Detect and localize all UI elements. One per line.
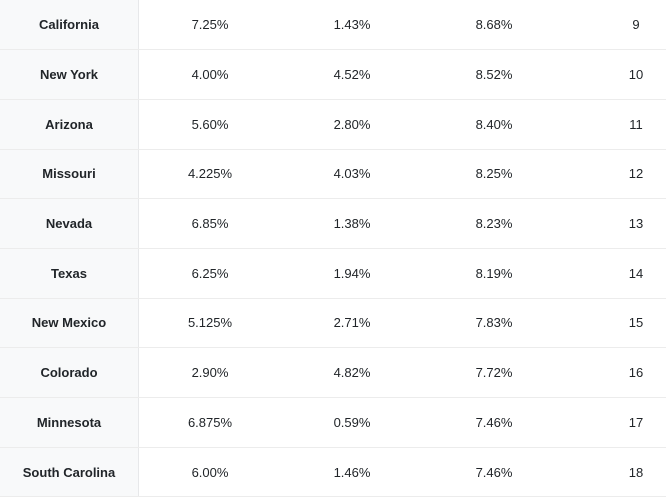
state-name-cell: California xyxy=(0,0,139,51)
state-rate-cell: 4.225% xyxy=(138,149,281,200)
table-row: California 7.25% 1.43% 8.68% 9 xyxy=(0,0,666,51)
state-rate-cell: 7.25% xyxy=(138,0,281,51)
state-name-cell: Texas xyxy=(0,248,139,299)
state-rate-cell: 6.85% xyxy=(138,198,281,249)
state-rate-cell: 6.25% xyxy=(138,248,281,299)
local-rate-cell: 1.46% xyxy=(281,447,423,497)
table-row: New York 4.00% 4.52% 8.52% 10 xyxy=(0,49,666,100)
combined-rate-cell: 8.52% xyxy=(423,49,565,100)
state-name-cell: Arizona xyxy=(0,99,139,150)
rank-cell: 10 xyxy=(565,49,666,100)
table-row: Minnesota 6.875% 0.59% 7.46% 17 xyxy=(0,397,666,448)
local-rate-cell: 2.71% xyxy=(281,298,423,349)
local-rate-cell: 4.82% xyxy=(281,347,423,398)
rank-cell: 12 xyxy=(565,149,666,200)
state-name-cell: Missouri xyxy=(0,149,139,200)
table-row: Texas 6.25% 1.94% 8.19% 14 xyxy=(0,248,666,299)
state-name-cell: South Carolina xyxy=(0,447,139,497)
local-rate-cell: 1.38% xyxy=(281,198,423,249)
state-rate-cell: 5.125% xyxy=(138,298,281,349)
rank-cell: 11 xyxy=(565,99,666,150)
combined-rate-cell: 7.46% xyxy=(423,397,565,448)
combined-rate-cell: 8.25% xyxy=(423,149,565,200)
rank-cell: 16 xyxy=(565,347,666,398)
combined-rate-cell: 7.72% xyxy=(423,347,565,398)
combined-rate-cell: 8.23% xyxy=(423,198,565,249)
rank-cell: 17 xyxy=(565,397,666,448)
state-name-cell: Minnesota xyxy=(0,397,139,448)
state-rate-cell: 4.00% xyxy=(138,49,281,100)
state-rate-cell: 2.90% xyxy=(138,347,281,398)
state-name-cell: New York xyxy=(0,49,139,100)
state-rate-cell: 6.875% xyxy=(138,397,281,448)
table-row: Nevada 6.85% 1.38% 8.23% 13 xyxy=(0,198,666,249)
state-rate-cell: 5.60% xyxy=(138,99,281,150)
local-rate-cell: 0.59% xyxy=(281,397,423,448)
combined-rate-cell: 8.19% xyxy=(423,248,565,299)
rank-cell: 9 xyxy=(565,0,666,51)
table-row: Arizona 5.60% 2.80% 8.40% 11 xyxy=(0,99,666,150)
state-name-cell: Nevada xyxy=(0,198,139,249)
table-row: South Carolina 6.00% 1.46% 7.46% 18 xyxy=(0,447,666,497)
table-row: Missouri 4.225% 4.03% 8.25% 12 xyxy=(0,149,666,200)
rank-cell: 18 xyxy=(565,447,666,497)
rank-cell: 13 xyxy=(565,198,666,249)
rank-cell: 15 xyxy=(565,298,666,349)
state-name-cell: Colorado xyxy=(0,347,139,398)
state-name-cell: New Mexico xyxy=(0,298,139,349)
rank-cell: 14 xyxy=(565,248,666,299)
local-rate-cell: 1.94% xyxy=(281,248,423,299)
state-rate-cell: 6.00% xyxy=(138,447,281,497)
combined-rate-cell: 7.83% xyxy=(423,298,565,349)
local-rate-cell: 1.43% xyxy=(281,0,423,51)
table-row: New Mexico 5.125% 2.71% 7.83% 15 xyxy=(0,298,666,349)
table-row: Colorado 2.90% 4.82% 7.72% 16 xyxy=(0,347,666,398)
combined-rate-cell: 7.46% xyxy=(423,447,565,497)
combined-rate-cell: 8.68% xyxy=(423,0,565,51)
local-rate-cell: 4.03% xyxy=(281,149,423,200)
local-rate-cell: 4.52% xyxy=(281,49,423,100)
local-rate-cell: 2.80% xyxy=(281,99,423,150)
combined-rate-cell: 8.40% xyxy=(423,99,565,150)
